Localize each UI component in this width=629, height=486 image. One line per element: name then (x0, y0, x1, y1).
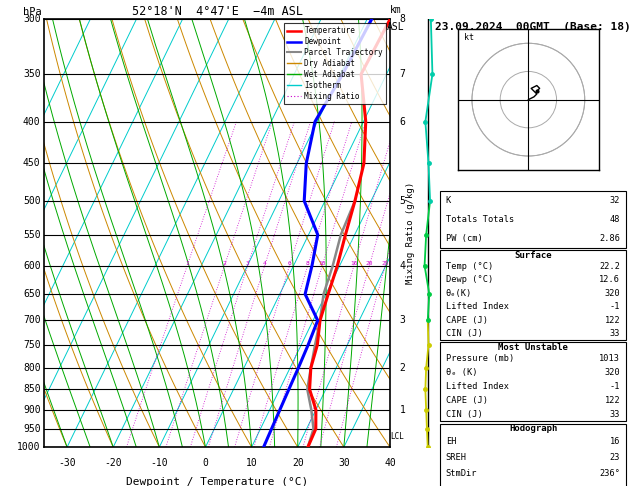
Text: -20: -20 (104, 458, 122, 468)
Text: 32: 32 (610, 196, 620, 205)
Text: -10: -10 (150, 458, 168, 468)
Text: 1: 1 (186, 260, 189, 266)
Text: 350: 350 (23, 69, 40, 79)
Text: 450: 450 (23, 158, 40, 169)
Text: 400: 400 (23, 117, 40, 127)
Text: 2: 2 (223, 260, 226, 266)
Text: 10: 10 (246, 458, 257, 468)
Text: Surface: Surface (515, 251, 552, 260)
Text: kt: kt (464, 34, 474, 42)
Text: Mixing Ratio (g/kg): Mixing Ratio (g/kg) (406, 182, 415, 284)
Text: 320: 320 (604, 368, 620, 377)
Text: 122: 122 (604, 396, 620, 405)
Bar (440, 250, 626, 340)
Text: 23.09.2024  00GMT  (Base: 18): 23.09.2024 00GMT (Base: 18) (435, 21, 629, 32)
Text: PW (cm): PW (cm) (446, 234, 482, 243)
Text: 1: 1 (399, 405, 405, 415)
Text: StmDir: StmDir (446, 469, 477, 478)
Bar (440, 424, 626, 486)
Text: 750: 750 (23, 340, 40, 350)
Text: 950: 950 (23, 424, 40, 434)
Text: Dewpoint / Temperature (°C): Dewpoint / Temperature (°C) (126, 477, 308, 486)
Bar (440, 342, 626, 421)
Text: ASL: ASL (387, 22, 404, 32)
Text: 700: 700 (23, 315, 40, 326)
Text: Lifted Index: Lifted Index (446, 302, 509, 311)
Text: 12.6: 12.6 (599, 276, 620, 284)
Text: -1: -1 (610, 302, 620, 311)
Text: CIN (J): CIN (J) (446, 329, 482, 338)
Text: 2.86: 2.86 (599, 234, 620, 243)
Text: 22.2: 22.2 (599, 262, 620, 271)
Legend: Temperature, Dewpoint, Parcel Trajectory, Dry Adiabat, Wet Adiabat, Isotherm, Mi: Temperature, Dewpoint, Parcel Trajectory… (284, 23, 386, 104)
Text: 48: 48 (610, 215, 620, 224)
Text: 550: 550 (23, 230, 40, 240)
Text: Dewp (°C): Dewp (°C) (446, 276, 493, 284)
Text: Lifted Index: Lifted Index (446, 382, 509, 391)
Text: 122: 122 (604, 315, 620, 325)
Text: SREH: SREH (446, 453, 467, 462)
Text: 6: 6 (399, 117, 405, 127)
Text: 23: 23 (610, 453, 620, 462)
Text: 7: 7 (399, 69, 405, 79)
Text: 0: 0 (203, 458, 208, 468)
Text: 8: 8 (399, 15, 405, 24)
Text: K: K (446, 196, 451, 205)
Text: CIN (J): CIN (J) (446, 410, 482, 419)
Text: 300: 300 (23, 15, 40, 24)
Text: 600: 600 (23, 260, 40, 271)
Text: 500: 500 (23, 196, 40, 206)
Text: 236°: 236° (599, 469, 620, 478)
Text: 16: 16 (350, 260, 358, 266)
Text: 4: 4 (399, 260, 405, 271)
Text: Temp (°C): Temp (°C) (446, 262, 493, 271)
Text: θₑ(K): θₑ(K) (446, 289, 472, 298)
Text: -30: -30 (58, 458, 76, 468)
Text: Most Unstable: Most Unstable (498, 343, 568, 351)
Text: 20: 20 (365, 260, 373, 266)
Text: 10: 10 (318, 260, 326, 266)
Text: 800: 800 (23, 363, 40, 373)
Text: 1000: 1000 (17, 442, 40, 452)
Text: Hodograph: Hodograph (509, 424, 557, 433)
Text: 33: 33 (610, 329, 620, 338)
Text: EH: EH (446, 437, 457, 446)
Text: Totals Totals: Totals Totals (446, 215, 514, 224)
Text: 40: 40 (384, 458, 396, 468)
Text: 650: 650 (23, 289, 40, 299)
Text: CAPE (J): CAPE (J) (446, 396, 488, 405)
Text: hPa: hPa (23, 7, 42, 17)
Text: 850: 850 (23, 384, 40, 395)
Text: 25: 25 (381, 260, 389, 266)
Text: 20: 20 (292, 458, 304, 468)
Text: CAPE (J): CAPE (J) (446, 315, 488, 325)
Text: km: km (390, 5, 401, 15)
Bar (440, 191, 626, 248)
Text: 33: 33 (610, 410, 620, 419)
Text: 320: 320 (604, 289, 620, 298)
Text: 6: 6 (287, 260, 291, 266)
Text: 16: 16 (610, 437, 620, 446)
Text: 4: 4 (263, 260, 267, 266)
Text: 900: 900 (23, 405, 40, 415)
Text: LCL: LCL (391, 432, 404, 441)
Text: 8: 8 (306, 260, 309, 266)
Text: 2: 2 (399, 363, 405, 373)
Text: 3: 3 (399, 315, 405, 326)
Text: 30: 30 (338, 458, 350, 468)
Text: 3: 3 (246, 260, 250, 266)
Text: 5: 5 (399, 196, 405, 206)
Text: -1: -1 (610, 382, 620, 391)
Title: 52°18'N  4°47'E  −4m ASL: 52°18'N 4°47'E −4m ASL (131, 5, 303, 18)
Text: Pressure (mb): Pressure (mb) (446, 354, 514, 363)
Text: 1013: 1013 (599, 354, 620, 363)
Text: θₑ (K): θₑ (K) (446, 368, 477, 377)
